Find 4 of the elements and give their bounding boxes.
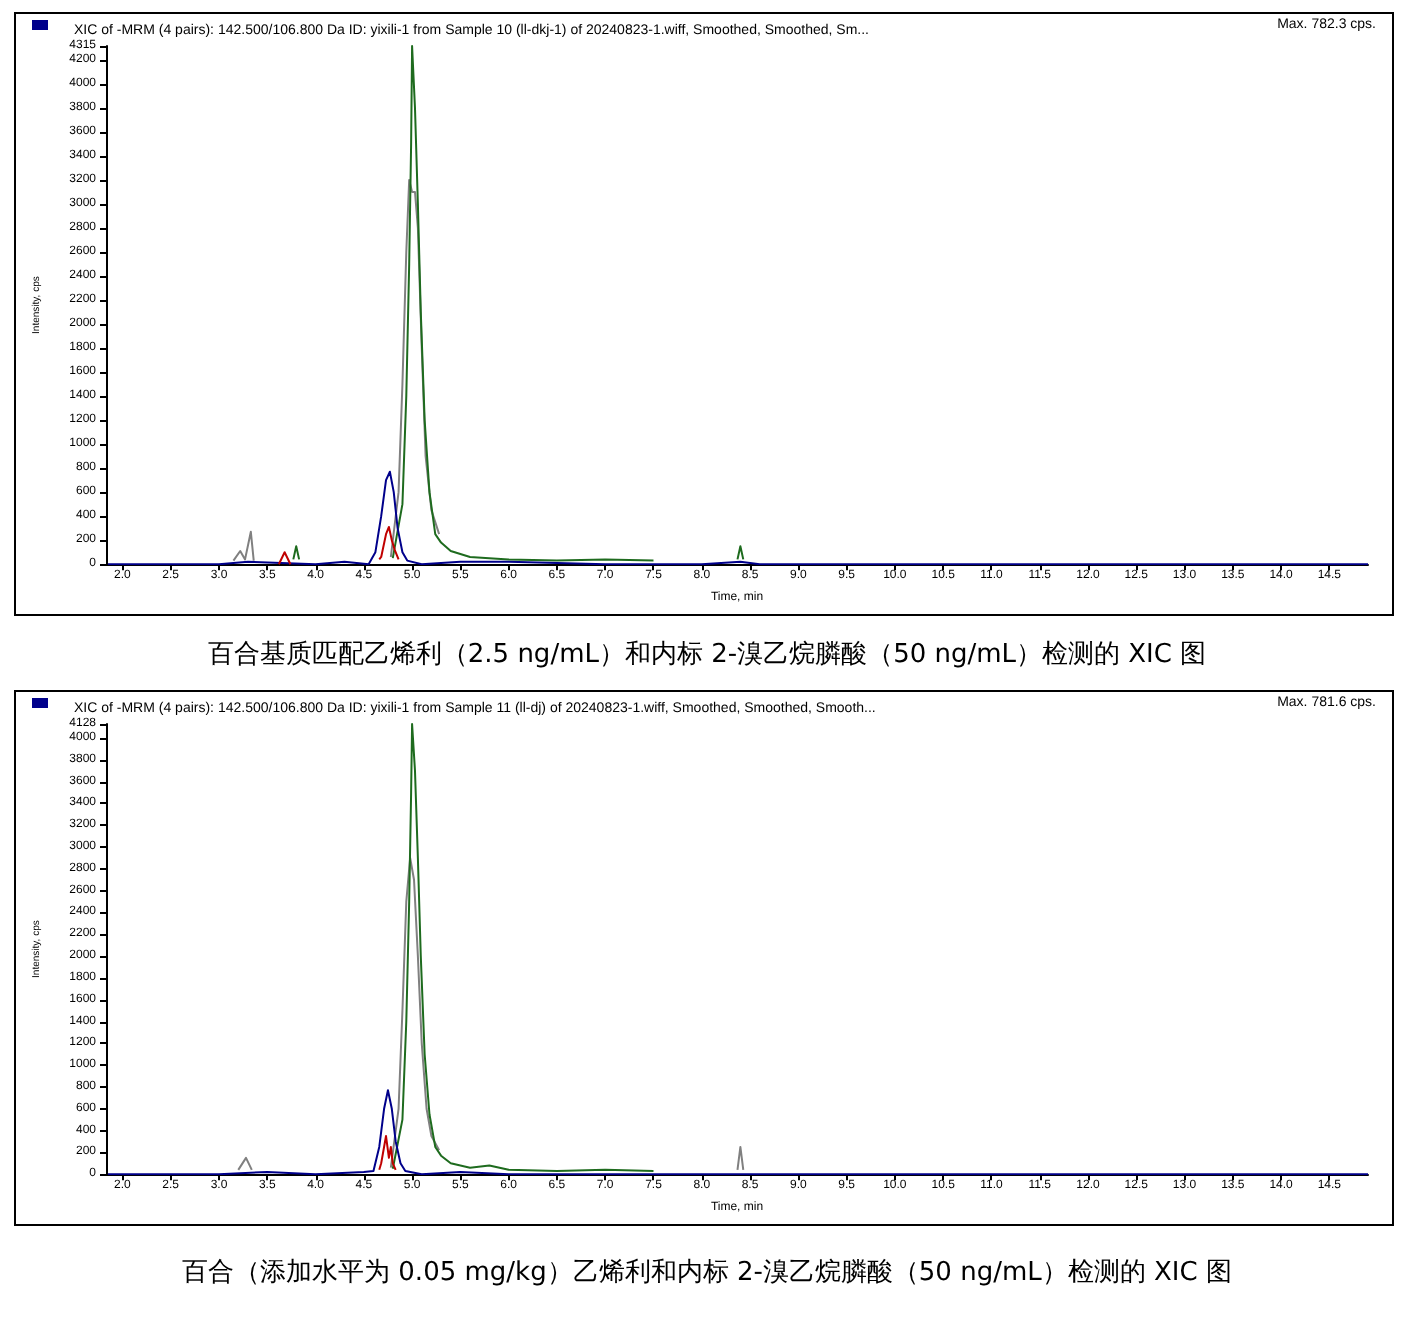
text: 百合基质匹配乙烯利（2.5 ng/mL）和内标 2-溴乙烷膦酸（50 ng/mL）检测的 XIC 图 — [205, 638, 1209, 672]
text: 百合（添加水平为 0.05 mg/kg）乙烯利和内标 2-溴乙烷膦酸（50 ng/mL）检测的 XIC 图 — [180, 1256, 1234, 1290]
line-series — [391, 723, 655, 1172]
line-series — [378, 1135, 397, 1171]
